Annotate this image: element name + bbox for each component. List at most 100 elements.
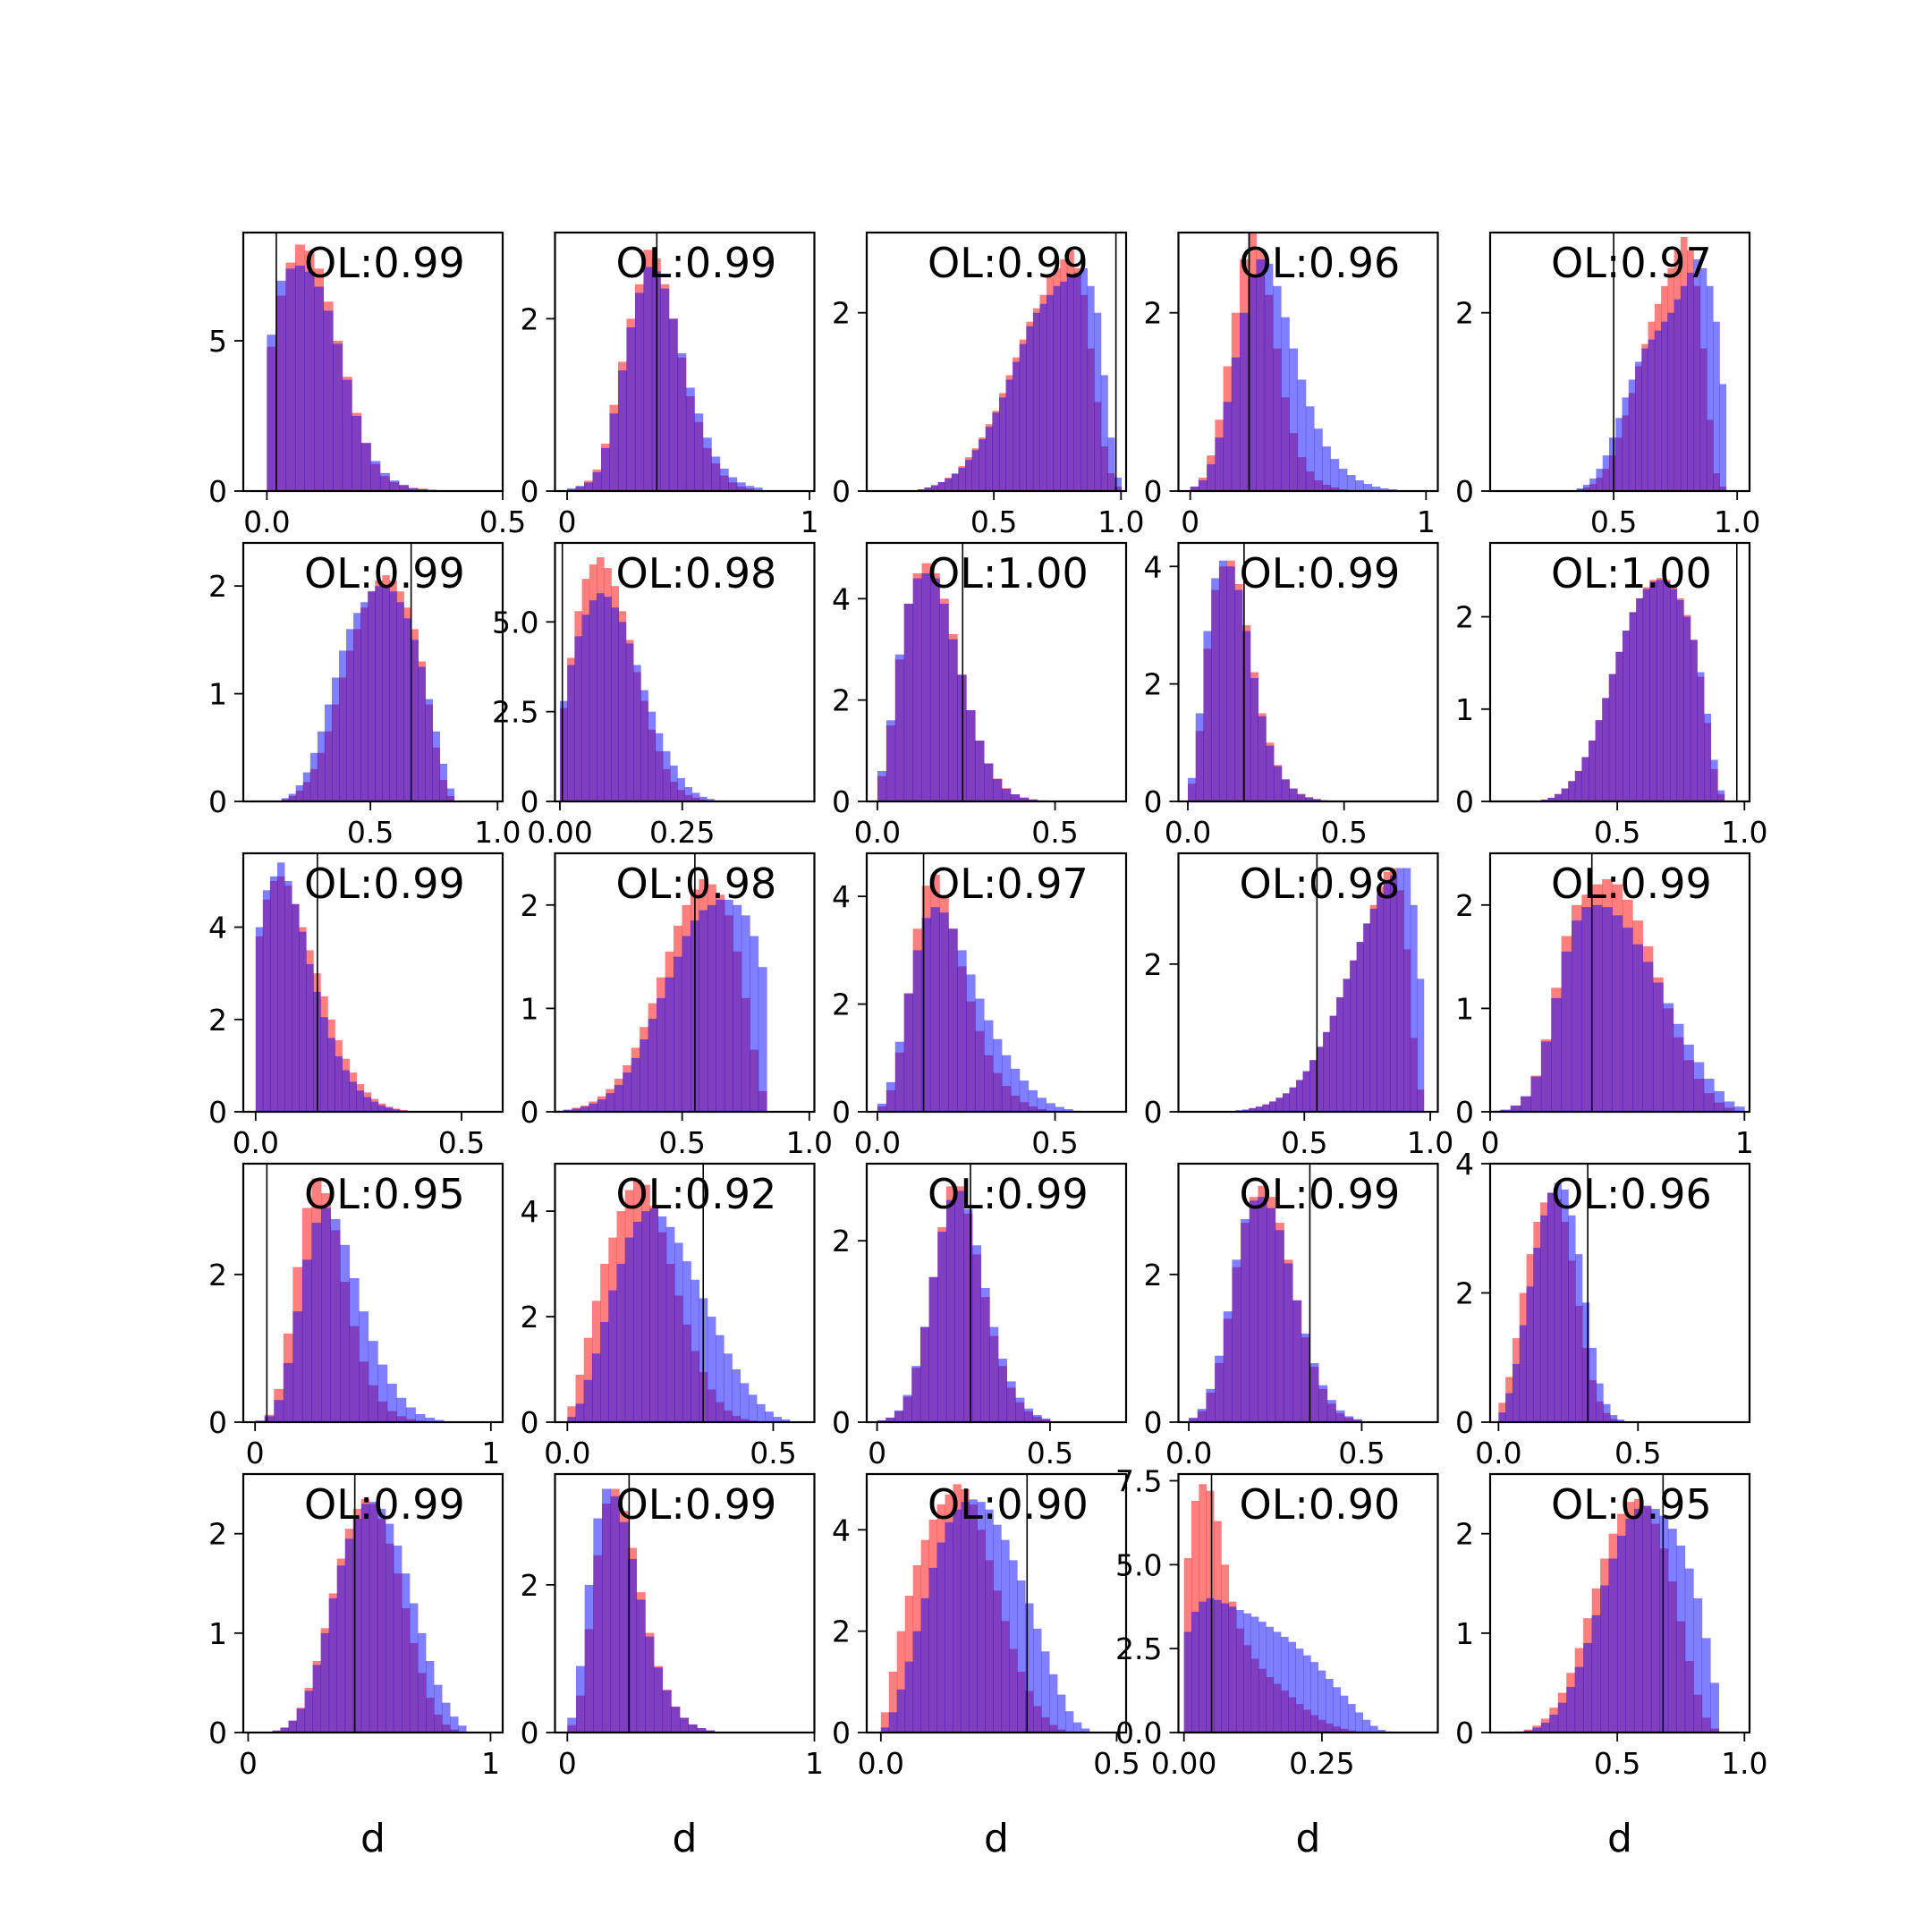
blue-histogram-bar bbox=[957, 950, 967, 1112]
xlabel-col-1: d bbox=[360, 1816, 386, 1861]
y-tick-label: 0 bbox=[832, 1716, 851, 1750]
blue-histogram-bar bbox=[1591, 904, 1603, 1112]
overlap-annotation: OL:0.96 bbox=[1240, 239, 1401, 287]
blue-histogram-bar bbox=[936, 1542, 945, 1733]
blue-histogram-bar bbox=[1676, 599, 1684, 801]
y-tick-label: 1 bbox=[1455, 692, 1474, 727]
blue-histogram-bar bbox=[1642, 1505, 1652, 1733]
blue-histogram-bar bbox=[1576, 488, 1584, 491]
blue-histogram-bar bbox=[1032, 1414, 1042, 1422]
blue-histogram-bar bbox=[1369, 1725, 1378, 1733]
blue-histogram-bar bbox=[1241, 1109, 1250, 1112]
x-tick-label: 0.0 bbox=[1165, 815, 1211, 850]
overlap-annotation: OL:0.99 bbox=[304, 860, 465, 908]
subplot-r4-c1: 0 1 0 2 OL:0.95 bbox=[208, 1162, 504, 1470]
blue-histogram-bar bbox=[302, 772, 311, 801]
blue-histogram-bar bbox=[640, 1039, 649, 1112]
x-tick-label: 0.5 bbox=[1594, 815, 1640, 850]
blue-histogram-bar bbox=[1080, 1728, 1090, 1733]
blue-histogram-bar bbox=[1555, 793, 1563, 801]
x-tick-label: 0.5 bbox=[1281, 1125, 1327, 1160]
blue-histogram-bar bbox=[930, 907, 940, 1112]
blue-histogram-bar bbox=[1591, 1614, 1601, 1733]
blue-histogram-bar bbox=[396, 602, 404, 801]
x-tick-label: 0.25 bbox=[1289, 1746, 1354, 1781]
blue-histogram-bar bbox=[1608, 1558, 1618, 1733]
subplot-r1-c2: 0 1 0 2 OL:0.99 bbox=[521, 231, 819, 539]
blue-histogram-bar bbox=[1710, 759, 1718, 801]
blue-histogram-bar bbox=[1203, 631, 1212, 801]
blue-histogram-bar bbox=[625, 643, 634, 801]
blue-histogram-bar bbox=[360, 602, 369, 801]
blue-histogram-bar bbox=[1073, 272, 1081, 491]
blue-histogram-bar bbox=[1526, 1286, 1534, 1422]
x-tick-label: 1 bbox=[1735, 1125, 1754, 1160]
plot-area bbox=[1187, 543, 1329, 801]
y-tick-label: 0 bbox=[1144, 784, 1163, 819]
blue-histogram-bar bbox=[336, 1565, 346, 1733]
blue-histogram-bar bbox=[1005, 379, 1013, 491]
x-tick-label: 0.5 bbox=[1590, 504, 1637, 539]
blue-histogram-bar bbox=[1622, 631, 1630, 801]
blue-histogram-bar bbox=[333, 343, 343, 491]
blue-histogram-bar bbox=[945, 1199, 955, 1422]
blue-histogram-bar bbox=[904, 1661, 914, 1733]
blue-histogram-bar bbox=[1316, 1046, 1324, 1112]
blue-histogram-bar bbox=[682, 1261, 691, 1422]
y-tick-label: 0 bbox=[208, 1095, 227, 1130]
overlap-annotation: OL:0.92 bbox=[616, 1170, 777, 1218]
blue-histogram-bar bbox=[1275, 1230, 1284, 1422]
blue-histogram-bar bbox=[886, 1081, 896, 1112]
blue-histogram-bar bbox=[1338, 469, 1348, 491]
blue-histogram-bar bbox=[1284, 1263, 1293, 1422]
axes-frame bbox=[865, 1162, 1128, 1424]
blue-histogram-bar bbox=[645, 1636, 655, 1733]
blue-histogram-bar bbox=[1633, 1508, 1643, 1733]
blue-histogram-bar bbox=[997, 1359, 1007, 1422]
red-histogram-bar bbox=[880, 1712, 890, 1733]
plot-area bbox=[877, 853, 1082, 1112]
blue-histogram-bar bbox=[648, 711, 657, 801]
x-tick-label: 1 bbox=[805, 1746, 824, 1781]
blue-histogram-bar bbox=[633, 665, 641, 801]
subplot-r5-c3: 0.0 0.5 0 2 4 OL:0.90 bbox=[832, 1472, 1140, 1781]
blue-histogram-bar bbox=[1015, 1397, 1025, 1422]
blue-histogram-bar bbox=[1697, 672, 1705, 801]
plot-area bbox=[559, 543, 722, 801]
blue-histogram-bar bbox=[584, 482, 593, 491]
y-tick-label: 2.5 bbox=[1115, 1631, 1162, 1666]
blue-histogram-bar bbox=[1642, 962, 1654, 1112]
blue-histogram-bar bbox=[1616, 1419, 1625, 1422]
blue-histogram-bar bbox=[1596, 1383, 1604, 1422]
blue-histogram-bar bbox=[1232, 1259, 1241, 1422]
blue-histogram-bar bbox=[921, 918, 931, 1112]
subplot-r5-c4: 0.00 0.25 0.0 2.5 5.0 7.5 OL:0.90 bbox=[1115, 1464, 1439, 1781]
overlap-annotation: OL:0.99 bbox=[616, 1480, 777, 1529]
blue-histogram-bar bbox=[425, 1418, 435, 1422]
blue-histogram-bar bbox=[1648, 339, 1656, 491]
blue-histogram-bar bbox=[1636, 597, 1644, 801]
blue-histogram-bar bbox=[314, 286, 325, 491]
blue-histogram-bar bbox=[1676, 1546, 1686, 1733]
blue-histogram-bar bbox=[911, 1366, 921, 1422]
blue-histogram-bar bbox=[1041, 1651, 1050, 1733]
blue-histogram-bar bbox=[1533, 1247, 1541, 1422]
blue-histogram-bar bbox=[403, 618, 411, 801]
blue-histogram-bar bbox=[415, 1413, 426, 1422]
blue-histogram-bar bbox=[953, 1509, 962, 1733]
blue-histogram-bar bbox=[292, 903, 300, 1112]
axes-frame bbox=[1177, 1162, 1439, 1424]
x-tick-label: 0.5 bbox=[1594, 1746, 1640, 1781]
blue-histogram-bar bbox=[589, 600, 597, 801]
blue-histogram-bar bbox=[601, 1488, 612, 1733]
blue-histogram-bar bbox=[1608, 437, 1616, 491]
blue-histogram-bar bbox=[697, 1728, 707, 1733]
blue-histogram-bar bbox=[288, 1720, 297, 1733]
blue-histogram-bar bbox=[894, 1410, 903, 1422]
subplot-r1-c3: 0.5 1.0 0 2 OL:0.99 bbox=[832, 231, 1145, 539]
blue-histogram-bar bbox=[1055, 1106, 1064, 1112]
blue-histogram-bar bbox=[1603, 1403, 1611, 1422]
blue-histogram-bar bbox=[1100, 375, 1108, 491]
blue-histogram-bar bbox=[1282, 1093, 1290, 1112]
plot-area bbox=[567, 1474, 716, 1733]
